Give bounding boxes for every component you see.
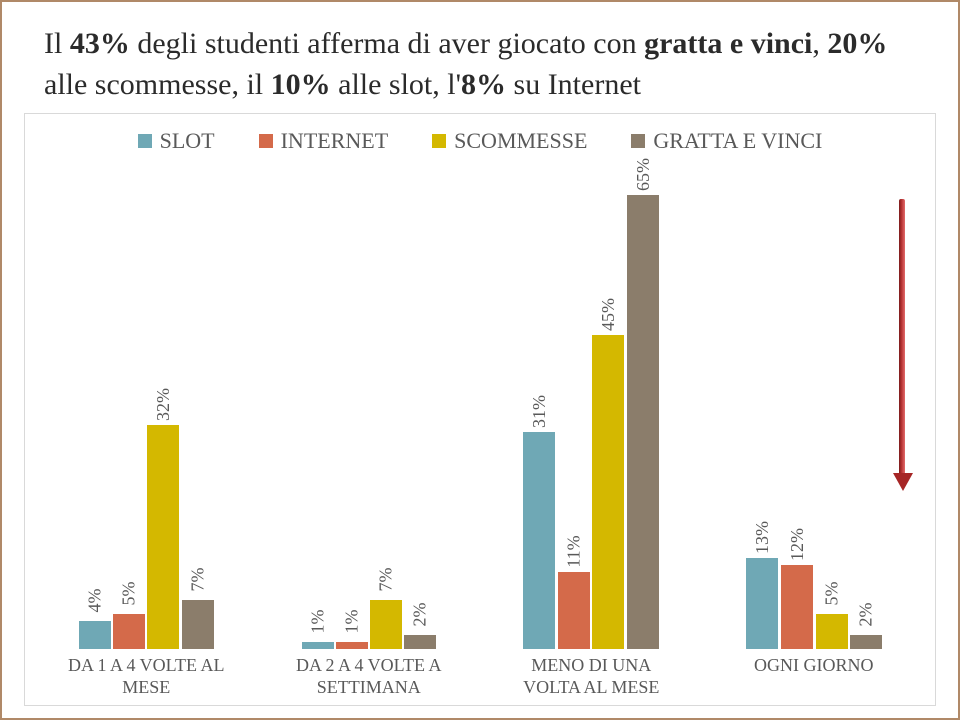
bar-value-label: 5% (821, 582, 842, 606)
title-text: alle slot, l' (331, 68, 461, 101)
legend-swatch (631, 134, 645, 148)
chart-legend: SLOT INTERNET SCOMMESSE GRATTA E VINCI (45, 128, 915, 154)
bar-value-label: 1% (307, 610, 328, 634)
bar-wrap: 4% (79, 160, 111, 649)
title-bold-43: 43% (70, 27, 130, 60)
bar-value-label: 45% (598, 298, 619, 331)
title-text: Il (44, 27, 70, 60)
bar-wrap: 7% (370, 160, 402, 649)
bar (781, 565, 813, 649)
category-label: MENO DI UNAVOLTA AL MESE (500, 655, 683, 699)
chart-group: 13% 12% 5% 2% OGNI GIORNO (723, 160, 906, 699)
legend-item: SLOT (138, 128, 215, 154)
bar-value-label: 65% (633, 158, 654, 191)
bar (79, 621, 111, 649)
chart-group: 1% 1% 7% 2% DA 2 A 4 VOLTE ASETTIMANA (278, 160, 461, 699)
legend-label: GRATTA E VINCI (653, 128, 822, 154)
slide-title: Il 43% degli studenti afferma di aver gi… (44, 24, 924, 105)
bar-value-label: 13% (752, 521, 773, 554)
bar (746, 558, 778, 649)
bar-row: 4% 5% 32% 7% (55, 160, 238, 649)
bar (370, 600, 402, 649)
bar (627, 195, 659, 649)
bar-wrap: 5% (113, 160, 145, 649)
bar (558, 572, 590, 649)
chart-plot: 4% 5% 32% 7% DA 1 A 4 VOLTE ALMESE 1% 1% 7% 2% DA… (45, 160, 915, 699)
bar-value-label: 1% (341, 610, 362, 634)
bar (523, 432, 555, 649)
bar-value-label: 2% (855, 603, 876, 627)
chart-group: 31% 11% 45% 65% MENO DI UNAVOLTA AL MESE (500, 160, 683, 699)
chart-group: 4% 5% 32% 7% DA 1 A 4 VOLTE ALMESE (55, 160, 238, 699)
title-text: , (812, 27, 827, 60)
title-bold-10: 10% (271, 68, 331, 101)
title-bold-8: 8% (461, 68, 506, 101)
bar-value-label: 11% (563, 536, 584, 568)
bar-wrap: 31% (523, 160, 556, 649)
bar-value-label: 5% (118, 582, 139, 606)
title-text: su Internet (506, 68, 641, 101)
category-label-line: VOLTA AL MESE (500, 677, 683, 699)
bar-value-label: 7% (187, 568, 208, 592)
slide-frame: Il 43% degli studenti afferma di aver gi… (0, 0, 960, 720)
title-text: alle scommesse, il (44, 68, 271, 101)
bar-value-label: 12% (787, 528, 808, 561)
bar-value-label: 32% (153, 388, 174, 421)
bar (592, 335, 624, 649)
bar-row: 1% 1% 7% 2% (278, 160, 461, 649)
bar (147, 425, 179, 649)
title-bold-20: 20% (827, 27, 887, 60)
bar-wrap: 5% (816, 160, 848, 649)
chart-container: SLOT INTERNET SCOMMESSE GRATTA E VINCI 4% 5%… (24, 113, 936, 706)
legend-label: SLOT (160, 128, 215, 154)
bar (404, 635, 436, 649)
category-label-line: MENO DI UNA (500, 655, 683, 677)
bar (113, 614, 145, 649)
bar-wrap: 2% (404, 160, 436, 649)
title-bold-gratta: gratta e vinci (644, 27, 812, 60)
category-label: DA 2 A 4 VOLTE ASETTIMANA (278, 655, 461, 699)
bar-wrap: 11% (558, 160, 590, 649)
bar-wrap: 1% (336, 160, 368, 649)
bar-row: 31% 11% 45% 65% (500, 160, 683, 649)
bar-wrap: 45% (592, 160, 625, 649)
bar-wrap: 13% (746, 160, 779, 649)
legend-label: INTERNET (281, 128, 389, 154)
bar-wrap: 12% (781, 160, 814, 649)
legend-swatch (259, 134, 273, 148)
legend-swatch (432, 134, 446, 148)
bar (302, 642, 334, 649)
title-text: degli studenti afferma di aver giocato c… (130, 27, 644, 60)
category-label-line: OGNI GIORNO (723, 655, 906, 677)
category-label-line: DA 1 A 4 VOLTE AL (55, 655, 238, 677)
annotation-arrow (893, 199, 911, 492)
category-label-line: DA 2 A 4 VOLTE A (278, 655, 461, 677)
bar-wrap: 65% (627, 160, 660, 649)
legend-item: GRATTA E VINCI (631, 128, 822, 154)
legend-item: INTERNET (259, 128, 389, 154)
bar-wrap: 2% (850, 160, 882, 649)
bar-wrap: 32% (147, 160, 180, 649)
category-label: OGNI GIORNO (723, 655, 906, 699)
bar-row: 13% 12% 5% 2% (723, 160, 906, 649)
bar-value-label: 4% (84, 589, 105, 613)
bar (182, 600, 214, 649)
bar-value-label: 7% (375, 568, 396, 592)
category-label: DA 1 A 4 VOLTE ALMESE (55, 655, 238, 699)
legend-item: SCOMMESSE (432, 128, 587, 154)
legend-swatch (138, 134, 152, 148)
bar (816, 614, 848, 649)
bar (336, 642, 368, 649)
bar-value-label: 2% (409, 603, 430, 627)
legend-label: SCOMMESSE (454, 128, 587, 154)
bar-wrap: 7% (182, 160, 214, 649)
bar-value-label: 31% (529, 395, 550, 428)
bar (850, 635, 882, 649)
category-label-line: MESE (55, 677, 238, 699)
bar-wrap: 1% (302, 160, 334, 649)
category-label-line: SETTIMANA (278, 677, 461, 699)
